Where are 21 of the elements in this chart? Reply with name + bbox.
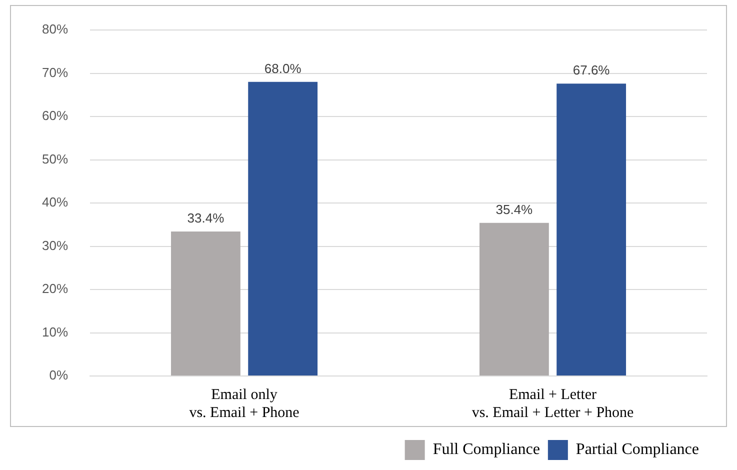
x-tick-label: Email + Letter vs. Email + Letter + Phone: [472, 386, 634, 421]
bar: [479, 222, 549, 376]
bar: [248, 82, 318, 376]
data-label: 68.0%: [264, 60, 302, 76]
bar: [171, 232, 240, 376]
legend-label: Full Compliance: [432, 441, 540, 458]
data-label: 33.4%: [187, 210, 225, 226]
y-tick-label: 40%: [42, 194, 68, 210]
y-tick-label: 50%: [42, 151, 68, 166]
data-label: 35.4%: [496, 202, 534, 217]
y-tick-label: 80%: [42, 22, 68, 37]
y-tick-label: 10%: [42, 324, 68, 340]
bar: [556, 84, 626, 376]
legend-label: Partial Compliance: [576, 441, 699, 458]
y-tick-label: 0%: [49, 368, 68, 383]
y-tick-label: 20%: [42, 281, 68, 296]
y-tick-label: 70%: [42, 64, 68, 80]
data-label: 67.6%: [572, 62, 610, 78]
x-tick-label: Email only vs. Email + Phone: [189, 386, 300, 421]
y-tick-label: 60%: [42, 108, 68, 124]
y-tick-label: 30%: [42, 238, 68, 253]
